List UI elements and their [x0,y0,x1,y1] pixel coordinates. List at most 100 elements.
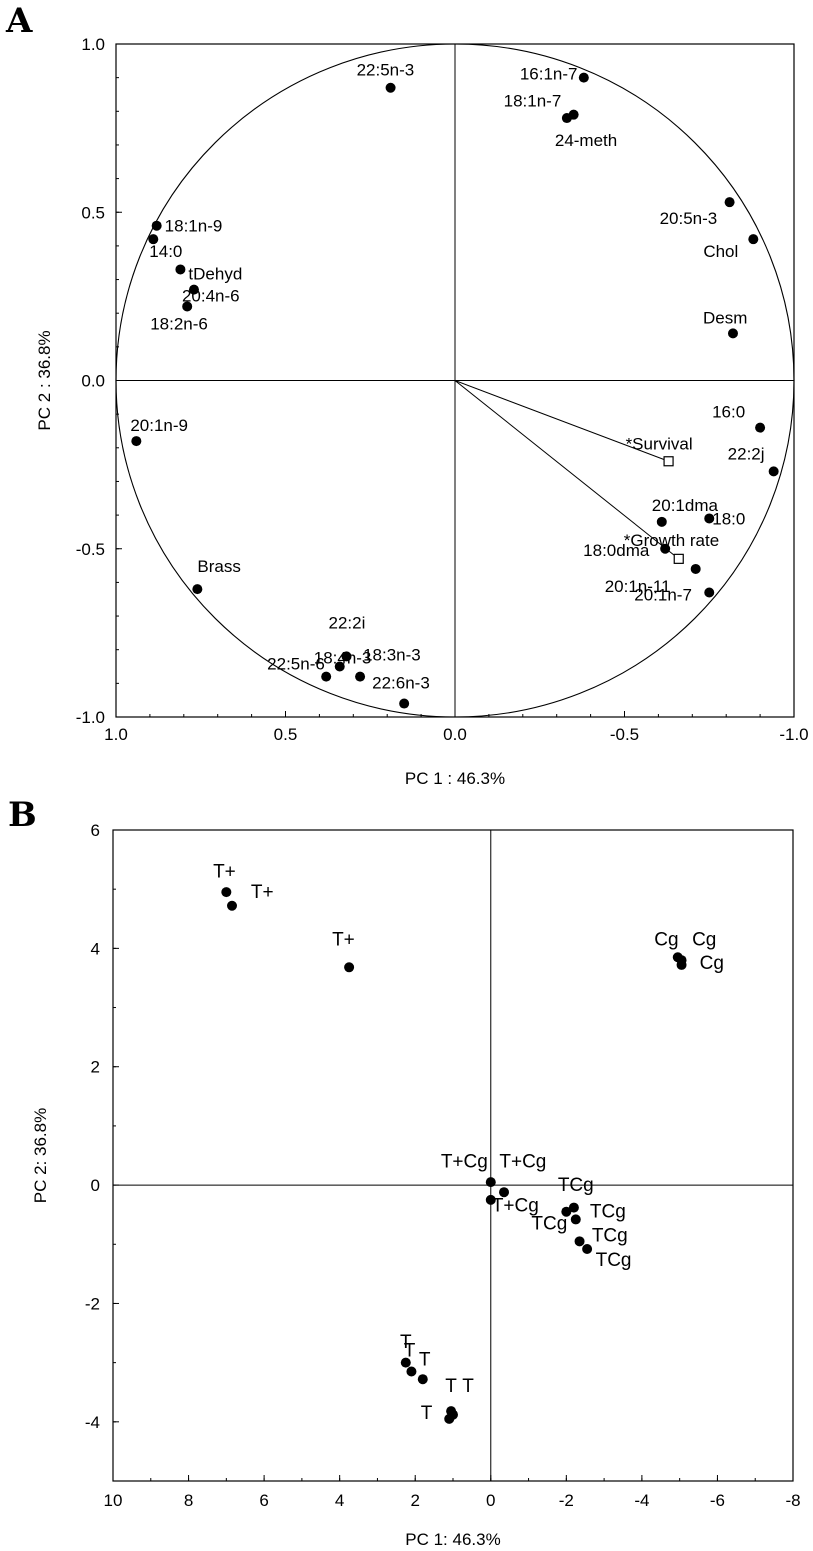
loading-label: 22:2i [329,613,366,632]
loading-label: 24-meth [555,131,617,150]
supplementary-label: *Growth rate [624,531,719,550]
score-point [574,1236,585,1247]
y-tick-label-b: 4 [91,939,100,958]
chart-b-pca-scores: 10 8 6 4 2 0 -2 -4 -6 -8 6 4 2 0 -2 -4 PC 1: 46.3% PC 2: … [31,821,801,1549]
score-group-label: T [419,1350,431,1371]
loading-point [341,651,352,662]
score-point [227,900,237,911]
score-point [221,887,232,898]
loading-point [399,698,410,709]
score-group-label: TCg [558,1175,594,1196]
supplementary-label: *Survival [626,434,693,453]
loading-label: 18:1n-9 [165,217,223,236]
loading-point [131,436,142,447]
x-tick-label-a: -1.0 [779,725,808,744]
score-group-label: T+Cg [499,1151,546,1172]
loading-label: 22:6n-3 [372,674,430,693]
loading-label: 18:0 [712,509,745,528]
x-tick-label-b: 10 [104,1491,123,1510]
loading-label: 22:2j [728,444,765,463]
loading-label: 18:2n-6 [150,314,208,333]
score-group-label: T+Cg [492,1196,539,1217]
loading-label: 20:1n-9 [130,416,188,435]
score-point [499,1187,509,1198]
loading-point [182,301,193,312]
y-tick-label-a: -0.5 [76,540,105,559]
loading-label: 20:5n-3 [660,209,718,228]
loading-point [334,661,345,672]
loading-label: 16:0 [712,403,745,422]
score-group-label: T+ [332,929,355,950]
x-tick-label-a: -0.5 [610,725,639,744]
loading-label: 20:4n-6 [182,287,240,306]
y-tick-label-b: 0 [91,1176,100,1195]
score-point [561,1206,572,1217]
loading-point [724,197,735,208]
score-point [400,1357,411,1368]
x-tick-label-a: 0.0 [443,725,467,744]
score-group-label: T [400,1332,412,1353]
loading-point [355,671,366,682]
score-group-label: Cg [692,929,716,950]
score-group-label: TCg [596,1250,632,1271]
loading-point [704,587,715,598]
y-tick-label-b: -2 [85,1294,100,1313]
score-group-label: TCg [590,1202,626,1223]
score-point [485,1177,496,1188]
score-group-label: Cg [700,953,724,974]
score-point [344,962,355,973]
score-group-label: T [445,1376,457,1397]
loading-point [704,513,715,524]
panel-a-letter: A [5,1,33,41]
y-axis-label-a: PC 2 : 36.8% [35,330,54,430]
score-group-label: T+ [251,882,274,903]
supplementary-vector [454,380,669,462]
loading-label: 14:0 [149,242,182,261]
score-point [444,1413,455,1424]
x-tick-label-a: 0.5 [274,725,298,744]
score-point [582,1244,593,1255]
loading-point [175,264,186,275]
loading-point [727,328,738,339]
x-tick-label-b: 0 [486,1491,495,1510]
x-tick-label-b: 6 [259,1491,268,1510]
score-group-label: T+Cg [441,1151,488,1172]
loading-point [192,584,203,595]
loading-point [321,671,332,682]
loading-point [755,422,766,433]
panel-b-letter: B [8,795,37,835]
x-tick-label-b: -4 [634,1491,649,1510]
loading-point [656,516,667,527]
loading-point [690,563,701,574]
supplementary-vector [454,380,680,560]
loading-label: 20:1n-7 [634,585,692,604]
score-point [485,1194,496,1205]
loading-label: tDehyd [188,264,242,283]
loading-label: 22:5n-6 [267,655,325,674]
loading-label: 20:1n-11 [605,577,671,596]
loading-label: Brass [197,557,240,576]
score-point [568,1202,579,1213]
x-tick-label-a: 1.0 [104,725,128,744]
score-group-label: Cg [654,929,678,950]
chart-a-pca-loadings: 1.0 0.5 0.0 -0.5 -1.01.00.50.0-0.5-1.0PC 1 :… [35,35,809,788]
score-group-label: T [462,1376,474,1397]
y-tick-label-a: -1.0 [76,708,105,727]
x-tick-label-b: -6 [710,1491,725,1510]
loading-point [188,284,199,295]
x-axis-label-b: PC 1: 46.3% [405,1530,500,1549]
loading-point [768,466,779,477]
loading-label: 18:4n-3 [314,649,372,668]
x-tick-label-b: 2 [410,1491,419,1510]
supplementary-marker [663,456,674,467]
y-tick-label-a: 0.0 [81,372,105,391]
loading-label: Chol [703,242,738,261]
loading-label: 18:1n-7 [504,92,562,111]
loading-point [748,234,759,245]
loading-point [148,234,159,245]
x-tick-label-b: -8 [785,1491,800,1510]
score-point [417,1374,428,1385]
x-tick-label-b: 4 [335,1491,344,1510]
x-tick-label-b: 8 [184,1491,193,1510]
